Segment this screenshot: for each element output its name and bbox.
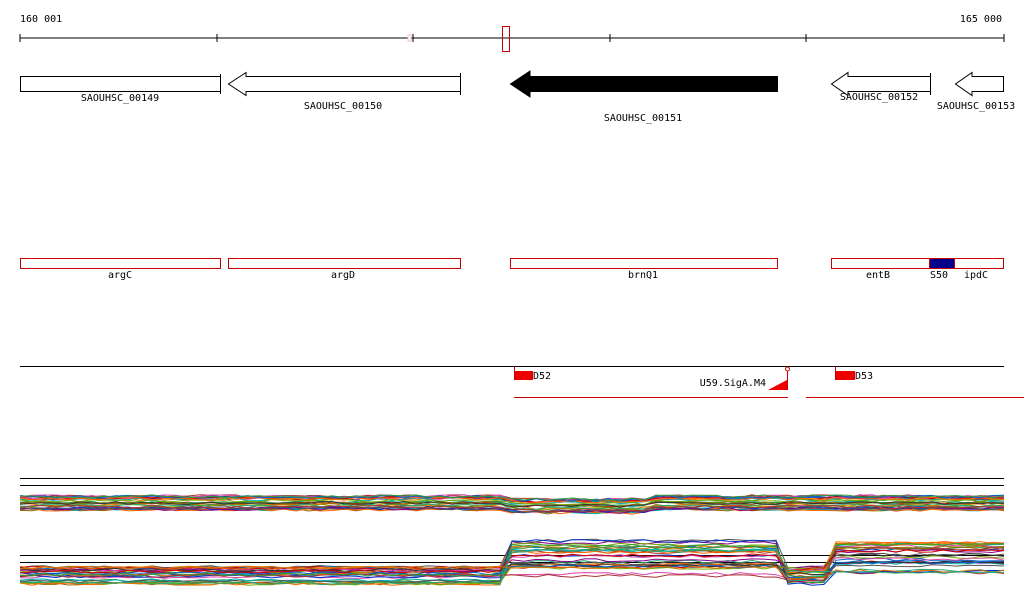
expression-trace xyxy=(19,501,1005,508)
axis-ticks xyxy=(19,34,1005,42)
expression-trace xyxy=(19,561,1005,584)
expression-trace xyxy=(19,504,1005,512)
expression-trace xyxy=(19,549,1005,574)
expression-trace xyxy=(19,507,1005,515)
expression-trace xyxy=(19,547,1005,582)
axis-end-label: 165 000 xyxy=(960,14,1002,25)
gene-label: SAOUHSC_00153 xyxy=(937,101,1015,112)
view-window[interactable] xyxy=(502,26,510,52)
feature-box[interactable] xyxy=(510,258,778,269)
site-flag[interactable] xyxy=(515,371,533,380)
site-label: D52 xyxy=(533,371,551,382)
expression-trace xyxy=(19,542,1005,576)
site-dot xyxy=(785,366,790,372)
feature-label: brnQ1 xyxy=(628,270,658,281)
axis-marker xyxy=(407,34,412,42)
feature-box[interactable] xyxy=(20,258,221,269)
gene-arrow[interactable] xyxy=(227,71,461,97)
gene-label: SAOUHSC_00149 xyxy=(81,93,159,104)
gene-arrow[interactable] xyxy=(20,74,221,94)
feature-box[interactable] xyxy=(831,258,1004,269)
gene-arrow[interactable] xyxy=(509,70,778,98)
feature-label: entB xyxy=(866,270,890,281)
feature-box[interactable] xyxy=(929,258,955,269)
expression-trace xyxy=(19,494,1005,501)
site-track: D52 U59.SigA.M4 D53 xyxy=(20,366,1024,398)
feature-track: argC argD brnQ1 entB S50 ipdC xyxy=(20,258,1004,281)
site-flag[interactable] xyxy=(836,371,855,380)
feature-box[interactable] xyxy=(228,258,461,269)
gene-label: SAOUHSC_00150 xyxy=(304,101,382,112)
feature-label: argC xyxy=(108,270,132,281)
feature-label: argD xyxy=(331,270,355,281)
gene-arrow[interactable] xyxy=(954,71,1004,97)
expression-trace xyxy=(19,560,1005,576)
gene-label: SAOUHSC_00152 xyxy=(840,92,918,103)
expression-trace xyxy=(19,565,1005,580)
expression-trace xyxy=(19,500,1005,508)
expression-trace xyxy=(19,494,1005,501)
axis-start-label: 160 001 xyxy=(20,14,62,25)
feature-label: S50 xyxy=(930,270,948,281)
site-flag[interactable] xyxy=(768,380,787,390)
feature-label: ipdC xyxy=(964,270,988,281)
expression-trace xyxy=(19,498,1005,506)
expression-tracks xyxy=(19,478,1005,586)
expression-trace xyxy=(19,506,1005,514)
site-label: D53 xyxy=(855,371,873,382)
expression-trace xyxy=(19,496,1005,504)
gene-track: SAOUHSC_00149 SAOUHSC_00150 SAOUHSC_0015… xyxy=(20,70,1015,124)
gene-arrow[interactable] xyxy=(830,71,931,97)
site-label: U59.SigA.M4 xyxy=(700,378,766,389)
expression-trace xyxy=(20,548,1005,586)
expression-trace xyxy=(19,542,1005,578)
coordinate-axis: 160 001 165 000 xyxy=(19,14,1005,52)
expression-trace xyxy=(19,500,1005,508)
expression-trace xyxy=(19,559,1004,580)
gene-label: SAOUHSC_00151 xyxy=(604,113,682,124)
